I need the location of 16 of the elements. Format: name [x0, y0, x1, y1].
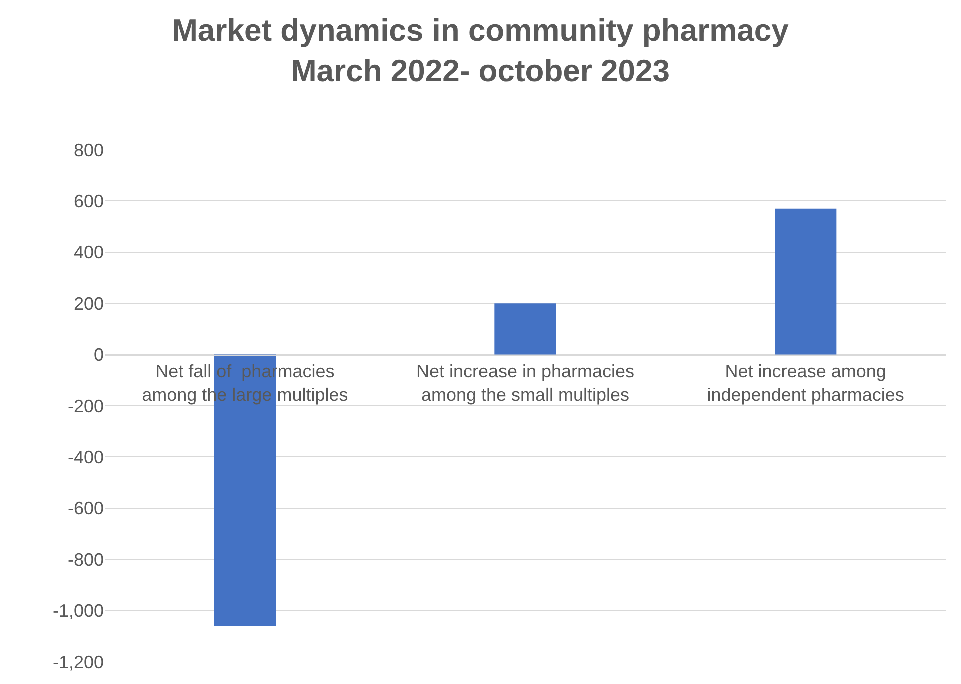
x-tick-label: Net increase in pharmacies among the small multiples: [416, 361, 635, 405]
y-tick-label: -200: [68, 396, 104, 416]
y-tick-label: 400: [74, 242, 104, 263]
y-tick-label: 800: [74, 140, 104, 160]
bar: [775, 208, 837, 355]
bar: [494, 304, 556, 355]
y-tick-label: 0: [94, 345, 104, 366]
chart-title: Market dynamics in community pharmacy March 2022- october 2023: [172, 13, 790, 88]
y-tick-label: -600: [68, 498, 104, 519]
y-tick-label: 600: [74, 192, 104, 212]
y-tick-label: 200: [74, 294, 104, 314]
y-tick-label: -400: [68, 448, 104, 468]
y-tick-label: -1,200: [52, 652, 104, 672]
x-tick-label: Net increase among independent pharmacies: [707, 361, 904, 405]
y-tick-label: -1,000: [52, 601, 104, 622]
y-tick-label: -800: [68, 550, 104, 570]
